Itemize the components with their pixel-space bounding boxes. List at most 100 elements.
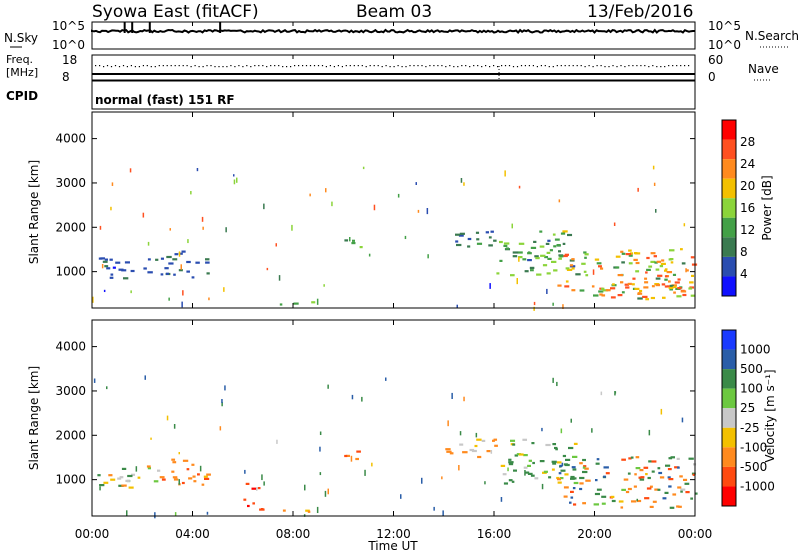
data-cell xyxy=(627,282,632,285)
data-cell xyxy=(595,479,598,482)
data-cell xyxy=(632,287,636,290)
data-cell xyxy=(104,258,109,261)
data-cell xyxy=(172,476,178,479)
nave-dot xyxy=(684,65,686,67)
data-cell xyxy=(591,285,595,288)
data-cell xyxy=(124,261,130,264)
data-cell xyxy=(531,442,535,445)
data-cell xyxy=(638,476,642,479)
data-cell xyxy=(118,268,124,271)
data-cell xyxy=(570,418,572,423)
data-cell xyxy=(686,269,689,272)
data-cell xyxy=(610,495,615,498)
data-cell xyxy=(555,448,558,451)
nave-dot xyxy=(512,66,515,68)
nave-dot xyxy=(680,65,682,67)
data-cell xyxy=(415,182,417,185)
data-cell xyxy=(426,208,429,215)
nave-dot xyxy=(146,65,148,67)
data-cell xyxy=(355,457,359,461)
data-cell xyxy=(164,267,169,270)
power-panel-frame xyxy=(91,111,696,309)
nave-dot xyxy=(166,65,168,67)
data-cell xyxy=(488,236,492,239)
velocity-y-ticks: 1000 2000 3000 4000 xyxy=(55,340,695,487)
nave-dot xyxy=(608,66,610,68)
data-cell xyxy=(615,266,620,269)
data-cell xyxy=(570,490,574,493)
data-cell xyxy=(319,431,322,436)
data-cell xyxy=(206,473,211,476)
nave-dot xyxy=(437,65,439,67)
power-panel: 1000 2000 3000 4000 Slant Range [km] xyxy=(27,111,698,311)
velocity-panel-frame xyxy=(91,319,696,517)
nave-dot xyxy=(485,65,487,67)
noise-panel-trace xyxy=(91,22,695,34)
nave-dot xyxy=(540,65,542,67)
data-cell xyxy=(620,281,624,284)
power-colorbar-tick-label: 8 xyxy=(740,245,748,259)
data-cell xyxy=(560,428,563,434)
data-cell xyxy=(527,252,532,255)
data-cell xyxy=(547,239,551,242)
data-cell xyxy=(110,273,114,276)
nave-dot xyxy=(497,66,499,68)
nave-dot xyxy=(126,66,128,68)
data-cell xyxy=(634,252,641,255)
data-cell xyxy=(647,476,651,480)
data-cell xyxy=(685,491,690,494)
data-cell xyxy=(449,452,454,455)
data-cell xyxy=(573,477,577,480)
data-cell xyxy=(557,478,561,481)
data-cell xyxy=(172,461,177,464)
data-cell xyxy=(690,497,694,500)
nave-dot xyxy=(461,65,463,67)
data-cell xyxy=(110,206,112,211)
velocity-colorbar-tick-label: 500 xyxy=(740,362,763,376)
data-cell xyxy=(646,256,650,260)
data-cell xyxy=(579,487,583,491)
data-cell xyxy=(554,238,560,241)
data-cell xyxy=(579,289,585,292)
velocity-colorbar-tick-label: 1000 xyxy=(740,343,771,357)
power-colorbar-tick-label: 28 xyxy=(740,135,755,149)
nave-dot xyxy=(274,65,276,67)
data-cell xyxy=(493,438,498,441)
data-cell xyxy=(169,228,171,231)
data-cell xyxy=(545,242,550,245)
data-cell xyxy=(635,270,640,273)
nave-dot xyxy=(409,65,411,67)
time-axis-label: Time UT xyxy=(367,539,418,553)
data-cell xyxy=(455,240,459,243)
nave-dot xyxy=(632,65,634,67)
data-cell xyxy=(490,230,494,233)
data-cell xyxy=(560,232,566,235)
data-cell xyxy=(660,408,663,415)
data-cell xyxy=(643,286,649,289)
data-cell xyxy=(489,283,491,289)
data-cell xyxy=(364,469,366,476)
nave-dot xyxy=(162,65,164,67)
data-cell xyxy=(664,268,668,271)
nave-dot xyxy=(457,66,459,68)
data-cell xyxy=(567,233,573,237)
nave-dot xyxy=(628,65,630,67)
data-cell xyxy=(103,289,106,293)
data-cell xyxy=(278,275,281,281)
data-cell xyxy=(543,470,548,473)
data-cell xyxy=(539,460,545,463)
data-cell xyxy=(174,512,177,516)
data-cell xyxy=(460,178,463,183)
data-cell xyxy=(565,267,570,270)
data-cell xyxy=(130,290,132,294)
data-cell xyxy=(595,462,600,465)
data-cell xyxy=(182,290,184,296)
nave-dot xyxy=(369,65,371,67)
data-cell xyxy=(143,267,147,270)
nave-dot xyxy=(556,65,558,67)
power-colorbar-segment xyxy=(722,198,736,218)
data-cell xyxy=(534,477,539,480)
data-cell xyxy=(556,244,561,247)
data-cell xyxy=(594,492,600,496)
data-cell xyxy=(648,429,651,436)
